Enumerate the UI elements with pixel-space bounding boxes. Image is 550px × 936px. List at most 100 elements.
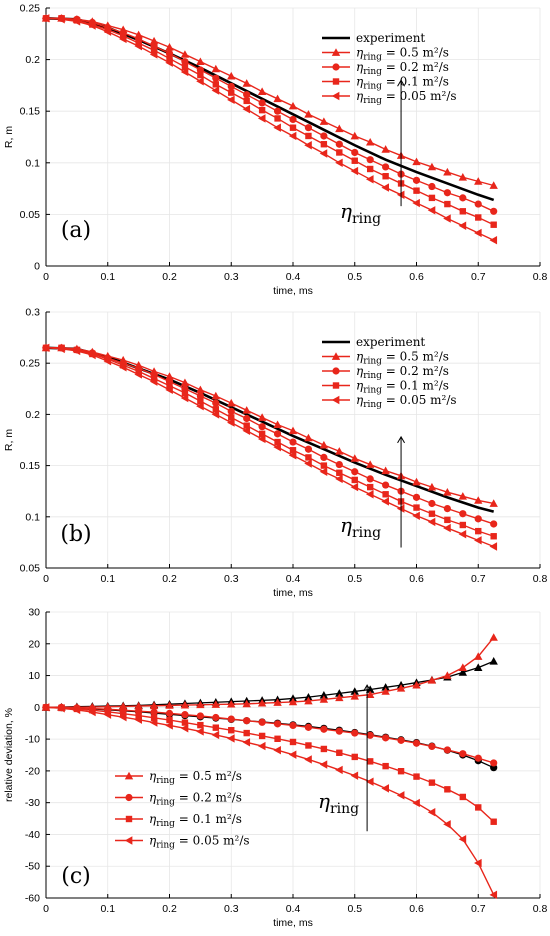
- data-point: [474, 858, 482, 868]
- series-line: [45, 706, 495, 823]
- legend-entry-label: ηring = 0.1 m²/s: [149, 812, 242, 829]
- data-point: [243, 422, 250, 429]
- data-point: [242, 699, 251, 708]
- data-point: [196, 712, 204, 720]
- data-point: [273, 746, 281, 755]
- data-point: [475, 214, 482, 221]
- x-tick-label: 0.1: [100, 903, 115, 915]
- data-point: [88, 707, 96, 717]
- data-point: [227, 715, 235, 723]
- data-point: [350, 454, 359, 462]
- data-point: [180, 724, 189, 733]
- data-point: [489, 890, 498, 900]
- data-point: [196, 77, 204, 86]
- data-point-companion: [381, 683, 390, 691]
- data-point: [443, 488, 452, 496]
- legend-entry-label: ηring = 0.1 m²/s: [356, 75, 449, 92]
- data-point: [365, 137, 375, 146]
- data-point: [475, 527, 482, 535]
- data-point: [180, 378, 190, 387]
- data-point: [103, 27, 112, 36]
- data-point: [228, 414, 235, 421]
- data-point: [242, 738, 251, 747]
- panel-label: (a): [61, 218, 91, 243]
- x-tick-label: 0.1: [100, 271, 115, 283]
- eta-arrow-head: [397, 79, 405, 87]
- data-point: [273, 94, 282, 103]
- data-point: [336, 149, 343, 156]
- data-point: [458, 173, 468, 181]
- data-point: [304, 124, 313, 132]
- data-point: [228, 89, 235, 96]
- data-point: [396, 684, 406, 692]
- data-point: [289, 738, 297, 746]
- data-point: [397, 768, 405, 775]
- data-point: [227, 418, 235, 427]
- data-point: [351, 468, 359, 476]
- chart-panel-a: 0 0.1 0.2 0.3 0.4 0.5 0.6 0.7 0.8 0 0.05 0.1 0.15 0.2…: [3, 3, 547, 298]
- data-point: [258, 732, 266, 740]
- legend-entry-label: ηring = 0.2 m²/s: [356, 364, 449, 381]
- data-point: [489, 499, 498, 507]
- data-point: [474, 177, 483, 185]
- data-point: [288, 750, 297, 759]
- data-point: [365, 175, 374, 184]
- data-point: [305, 742, 312, 749]
- legend-entry-label: ηring = 0.5 m²/s: [149, 769, 242, 786]
- data-point: [365, 690, 375, 698]
- data-point: [444, 516, 451, 524]
- legend-entry-label: ηring = 0.1 m²/s: [356, 379, 449, 396]
- data-point: [197, 397, 204, 405]
- legend-swatch-marker: [331, 91, 340, 101]
- data-point: [382, 163, 390, 171]
- y-axis-label: R, m: [3, 126, 15, 148]
- data-point: [382, 481, 390, 489]
- data-point: [165, 43, 174, 51]
- data-point: [413, 504, 420, 511]
- data-point: [242, 406, 251, 414]
- data-point: [72, 705, 81, 715]
- data-point: [212, 406, 220, 413]
- data-point: [180, 393, 189, 403]
- data-point: [180, 700, 190, 709]
- data-point: [88, 350, 96, 360]
- data-point: [459, 521, 467, 529]
- data-point: [458, 663, 468, 671]
- data-point: [459, 793, 467, 801]
- data-point: [412, 739, 421, 747]
- data-point: [196, 727, 204, 736]
- data-point-companion: [489, 657, 498, 665]
- data-point: [489, 236, 498, 245]
- data-point: [288, 451, 297, 460]
- panel-label: (c): [61, 864, 91, 889]
- data-point: [428, 779, 436, 786]
- data-point: [459, 510, 467, 518]
- y-tick-label: 0.1: [25, 511, 40, 523]
- data-point: [212, 399, 220, 407]
- data-point: [103, 710, 112, 719]
- legend-swatch-marker: [331, 352, 341, 360]
- data-point: [335, 158, 343, 167]
- y-tick-label: 0.05: [20, 563, 41, 575]
- data-point: [381, 145, 390, 153]
- data-point: [335, 124, 344, 133]
- data-point: [304, 445, 313, 453]
- data-point: [304, 110, 313, 118]
- data-point: [335, 460, 343, 469]
- data-point: [351, 753, 358, 761]
- data-point: [412, 798, 420, 808]
- data-point: [427, 206, 436, 215]
- data-point: [305, 132, 312, 140]
- x-tick-label: 0.6: [409, 573, 424, 585]
- x-tick-label: 0.2: [162, 903, 177, 915]
- data-point: [490, 533, 497, 540]
- data-point: [211, 64, 221, 73]
- x-tick-label: 0.5: [347, 903, 362, 915]
- x-tick-label: 0.3: [224, 271, 239, 283]
- x-tick-label: 0.1: [100, 573, 115, 585]
- y-axis-label: R, m: [3, 429, 15, 451]
- legend-swatch-marker: [332, 382, 340, 389]
- data-point: [196, 66, 204, 74]
- data-point: [443, 214, 451, 223]
